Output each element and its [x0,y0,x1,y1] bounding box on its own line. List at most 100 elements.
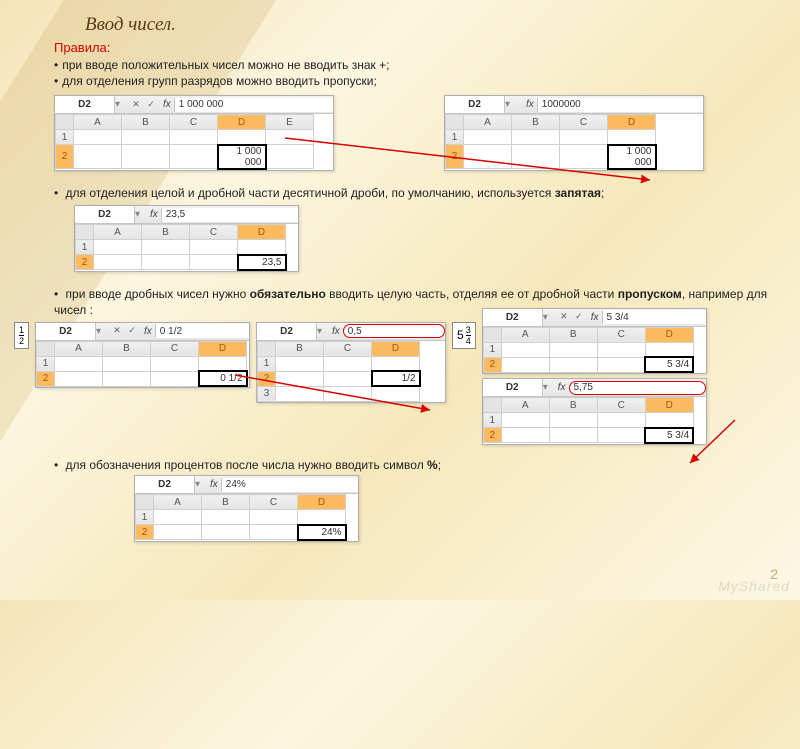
cell[interactable] [94,240,142,255]
cell[interactable] [512,145,560,169]
col-A[interactable]: A [154,495,202,510]
cell[interactable] [372,356,420,371]
row-2[interactable]: 2 [76,255,94,270]
col-C[interactable]: C [170,115,218,130]
col-A[interactable]: A [74,115,122,130]
active-cell[interactable]: 1 000 000 [608,145,656,169]
row-2[interactable]: 2 [136,525,154,540]
cell[interactable] [122,145,170,169]
name-box[interactable]: D2 [36,323,96,340]
row-2[interactable]: 2 [258,371,276,386]
col-B[interactable]: B [276,341,324,356]
chevron-down-icon[interactable]: ▾ [543,382,555,393]
cell[interactable] [266,145,314,169]
accept-icon[interactable]: ✓ [145,99,157,111]
cell[interactable] [154,510,202,525]
corner[interactable] [483,398,501,413]
fx-icon[interactable]: fx [523,99,537,110]
col-D[interactable]: D [645,327,693,342]
corner[interactable] [136,495,154,510]
cell[interactable] [154,525,202,540]
fx-icon[interactable]: fx [329,326,343,337]
accept-icon[interactable]: ✓ [126,325,138,337]
cell[interactable] [645,413,693,428]
cell[interactable] [142,255,190,270]
fx-icon[interactable]: fx [207,479,221,490]
active-cell[interactable]: 1/2 [372,371,420,386]
cell[interactable] [501,342,549,357]
col-A[interactable]: A [501,398,549,413]
cell[interactable] [103,371,151,386]
col-B[interactable]: B [549,398,597,413]
fx-icon[interactable]: fx [588,312,602,323]
formula-input[interactable]: 0,5 [343,324,445,338]
cell[interactable] [324,371,372,386]
cell[interactable] [74,130,122,145]
cell[interactable] [94,255,142,270]
name-box[interactable]: D2 [257,323,317,340]
fx-icon[interactable]: fx [160,99,174,110]
row-1[interactable]: 1 [483,342,501,357]
col-C[interactable]: C [597,398,645,413]
cell[interactable] [202,525,250,540]
row-2[interactable]: 2 [483,428,501,443]
cell[interactable] [501,357,549,372]
col-D[interactable]: D [199,341,247,356]
col-D[interactable]: D [238,225,286,240]
col-C[interactable]: C [190,225,238,240]
row-2[interactable]: 2 [483,357,501,372]
formula-input[interactable]: 1000000 [537,98,703,112]
cancel-icon[interactable]: ✕ [130,99,142,111]
chevron-down-icon[interactable]: ▾ [96,326,108,337]
col-A[interactable]: A [94,225,142,240]
chevron-down-icon[interactable]: ▾ [505,99,517,110]
cell[interactable] [549,342,597,357]
row-1[interactable]: 1 [37,356,55,371]
cell[interactable] [372,386,420,401]
formula-input[interactable]: 5,75 [569,381,706,395]
cell[interactable] [202,510,250,525]
formula-input[interactable]: 1 000 000 [174,98,333,112]
col-B[interactable]: B [142,225,190,240]
cell[interactable] [151,371,199,386]
cancel-icon[interactable]: ✕ [111,325,123,337]
cell[interactable] [597,413,645,428]
active-cell[interactable]: 24% [298,525,346,540]
cell[interactable] [645,342,693,357]
cell[interactable] [597,342,645,357]
chevron-down-icon[interactable]: ▾ [115,99,127,110]
cell[interactable] [55,371,103,386]
name-box[interactable]: D2 [445,96,505,113]
row-2[interactable]: 2 [446,145,464,169]
corner[interactable] [37,341,55,356]
cell[interactable] [512,130,560,145]
cell[interactable] [238,240,286,255]
row-1[interactable]: 1 [136,510,154,525]
cell[interactable] [560,130,608,145]
col-C[interactable]: C [151,341,199,356]
chevron-down-icon[interactable]: ▾ [135,209,147,220]
cell[interactable] [597,357,645,372]
cell[interactable] [464,145,512,169]
formula-input[interactable]: 0 1/2 [155,324,249,338]
cell[interactable] [151,356,199,371]
active-cell[interactable]: 5 3/4 [645,357,693,372]
cell[interactable] [218,130,266,145]
corner[interactable] [76,225,94,240]
cell[interactable] [266,130,314,145]
cell[interactable] [608,130,656,145]
col-D[interactable]: D [608,115,656,130]
col-D[interactable]: D [372,341,420,356]
cell[interactable] [597,428,645,443]
col-A[interactable]: A [501,327,549,342]
cell[interactable] [298,510,346,525]
cell[interactable] [122,130,170,145]
cell[interactable] [55,356,103,371]
col-C[interactable]: C [560,115,608,130]
active-cell[interactable]: 0 1/2 [199,371,247,386]
col-A[interactable]: A [464,115,512,130]
col-B[interactable]: B [103,341,151,356]
active-cell[interactable]: 5 3/4 [645,428,693,443]
row-1[interactable]: 1 [446,130,464,145]
fx-icon[interactable]: fx [141,326,155,337]
